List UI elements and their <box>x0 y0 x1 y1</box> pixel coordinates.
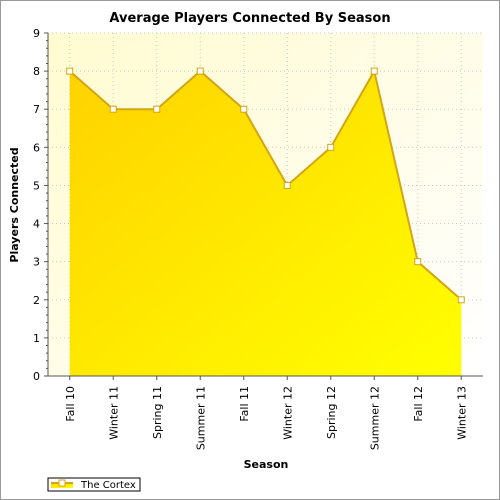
marker <box>66 67 74 75</box>
y-tick-label: 8 <box>33 65 40 78</box>
x-axis-label: Season <box>244 458 289 471</box>
marker <box>414 258 422 266</box>
y-tick-label: 4 <box>33 218 40 231</box>
x-tick-label: Winter 12 <box>281 386 294 440</box>
chart-title: Average Players Connected By Season <box>109 11 390 26</box>
x-tick-label: Fall 11 <box>238 386 251 422</box>
x-tick-label: Fall 10 <box>64 386 77 422</box>
y-tick-label: 2 <box>33 294 40 307</box>
area <box>69 71 462 376</box>
legend-label: The Cortex <box>80 480 136 491</box>
marker <box>283 181 291 189</box>
legend-marker <box>58 479 66 487</box>
x-tick-label: Spring 11 <box>151 386 164 439</box>
y-tick-label: 3 <box>33 256 40 269</box>
marker <box>457 296 465 304</box>
x-tick-label: Winter 11 <box>107 386 120 440</box>
x-tick-label: Summer 11 <box>194 386 207 450</box>
y-tick-label: 9 <box>33 27 40 40</box>
marker <box>370 67 378 75</box>
line <box>69 68 462 301</box>
x-tick-label: Fall 12 <box>412 386 425 422</box>
y-tick-label: 5 <box>33 179 40 192</box>
y-tick-label: 1 <box>33 332 40 345</box>
marker <box>196 67 204 75</box>
x-tick-label: Spring 12 <box>325 386 338 439</box>
marker <box>153 105 161 113</box>
y-axis-label: Players Connected <box>8 147 21 262</box>
y-tick-label: 7 <box>33 103 40 116</box>
x-tick-label: Summer 12 <box>368 386 381 450</box>
y-tick-label: 6 <box>33 141 40 154</box>
marker <box>327 143 335 151</box>
marker <box>240 105 248 113</box>
x-tick-label: Winter 13 <box>455 386 468 440</box>
y-tick-label: 0 <box>33 370 40 383</box>
marker <box>109 105 117 113</box>
